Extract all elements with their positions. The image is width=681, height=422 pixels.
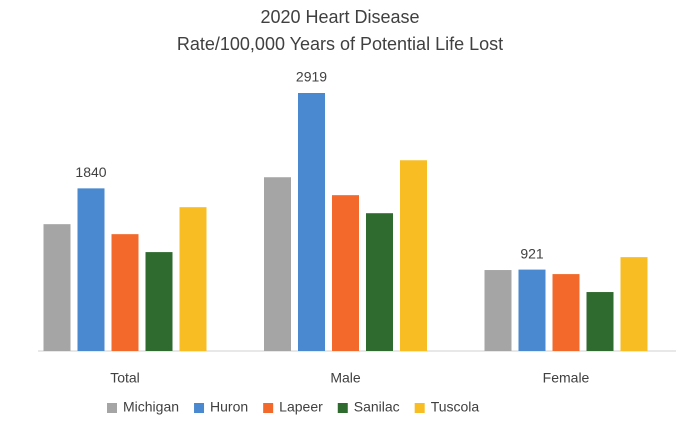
bar [179,207,207,351]
legend-swatch [194,403,205,413]
legend-label: Huron [210,399,248,415]
bar [145,252,173,351]
legend-label: Sanilac [354,399,400,415]
data-label: 921 [520,245,544,261]
bar [264,177,291,351]
chart-title: 2020 Heart Disease [260,7,419,27]
x-tick-label: Female [543,370,590,386]
bar [484,270,512,351]
bar [518,269,546,351]
bar [620,257,648,351]
bar [552,274,580,351]
data-label: 2919 [296,69,327,85]
legend-label: Michigan [123,399,179,415]
bar [366,213,393,351]
bar [77,188,105,351]
chart-title: Rate/100,000 Years of Potential Life Los… [177,34,503,54]
bar [400,160,427,351]
legend-swatch [263,403,274,413]
legend-label: Lapeer [279,399,323,415]
x-tick-label: Total [110,370,140,386]
bar [43,224,71,351]
bar [298,93,325,351]
legend-swatch [337,403,348,413]
legend-swatch [414,403,425,413]
data-label: 1840 [75,164,106,180]
bar [586,292,614,351]
legend-swatch [107,403,117,413]
x-tick-label: Male [330,370,361,386]
bar [111,234,139,351]
bar [332,195,359,351]
legend-label: Tuscola [431,399,480,415]
